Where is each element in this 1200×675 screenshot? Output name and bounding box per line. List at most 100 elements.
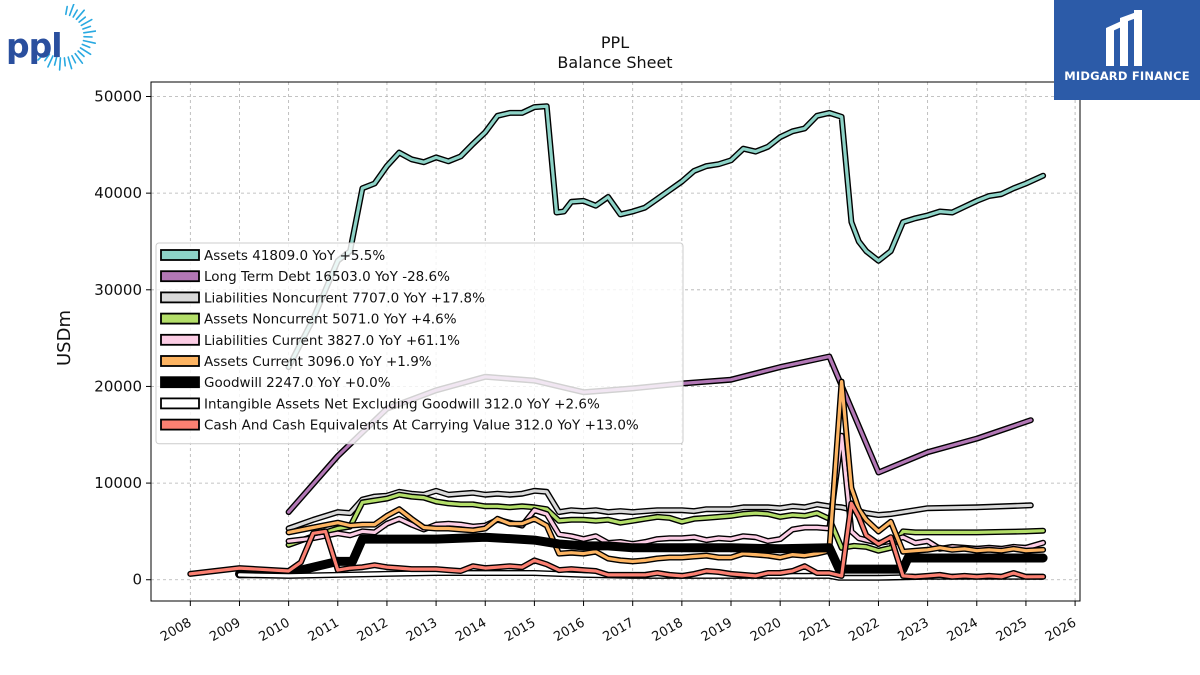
x-tick-label: 2018	[650, 615, 686, 645]
x-axis: 2008 2009 2010 2011 2012 2013 2014 2015 2016 2017…	[158, 601, 1079, 645]
legend-swatch	[160, 397, 200, 410]
midgard-monogram-icon	[1106, 10, 1142, 66]
x-tick-label: 2013	[404, 615, 440, 645]
ppl-ray	[53, 56, 58, 66]
y-tick-label: 20000	[94, 377, 142, 395]
legend-swatch	[160, 355, 200, 367]
legend-box	[155, 242, 684, 445]
legend-item: Liabilities Noncurrent 7707.0 YoY +17.8%	[160, 290, 485, 306]
x-tick-label: 2022	[846, 615, 882, 645]
series-line	[287, 493, 1045, 553]
legend-label: Liabilities Current 3827.0 YoY +61.1%	[204, 333, 460, 349]
plot-frame	[150, 81, 1081, 602]
ppl-ray	[64, 5, 69, 16]
y-tick-label: 50000	[94, 87, 142, 105]
legend-label: Assets 41809.0 YoY +5.5%	[204, 248, 385, 264]
x-tick-label: 2024	[945, 615, 981, 645]
x-tick-label: 2015	[502, 615, 538, 645]
legend-label: Long Term Debt 16503.0 YoY -28.6%	[204, 269, 450, 285]
ppl-ray	[67, 56, 73, 70]
series-line	[287, 434, 1045, 551]
ppl-ray	[78, 16, 87, 23]
legend-swatch	[160, 291, 200, 304]
x-tick-label: 2008	[158, 615, 194, 645]
ppl-ray	[82, 39, 96, 45]
legend-item: Long Term Debt 16503.0 YoY -28.6%	[160, 269, 450, 285]
legend-swatch	[160, 312, 200, 325]
x-tick-label: 2017	[601, 615, 637, 645]
ppl-ray	[80, 18, 93, 27]
ppl-ray	[79, 47, 92, 56]
ppl-logo-text: ppl	[6, 26, 63, 65]
series-line-outline	[235, 532, 1048, 579]
legend-swatch	[160, 333, 200, 346]
legend: Assets 41809.0 YoY +5.5% Long Term Debt 1…	[155, 242, 684, 445]
legend-swatch	[160, 270, 200, 283]
ppl-ray	[72, 9, 78, 18]
x-tick-label: 2025	[994, 615, 1030, 645]
x-tick-label: 2014	[453, 615, 489, 645]
legend-label: Assets Noncurrent 5071.0 YoY +4.6%	[204, 312, 457, 328]
legend-item: Intangible Assets Net Excluding Goodwill…	[160, 396, 600, 412]
series-cash	[187, 500, 1047, 580]
x-tick-label: 2026	[1043, 615, 1079, 645]
legend-item: Goodwill 2247.0 YoY +0.0%	[160, 375, 391, 391]
ppl-ray	[74, 52, 84, 65]
ppl-ray	[63, 57, 67, 67]
series-liabilities_current	[285, 432, 1047, 552]
ppl-logo-rays-icon	[37, 3, 97, 71]
x-tick-label: 2021	[797, 615, 833, 645]
legend-item: Assets Current 3096.0 YoY +1.9%	[160, 354, 432, 370]
legend-label: Goodwill 2247.0 YoY +0.0%	[204, 375, 391, 391]
ppl-ray	[77, 50, 85, 58]
x-tick-label: 2016	[551, 615, 587, 645]
series-assets	[285, 103, 1047, 371]
x-tick-label: 2023	[895, 615, 931, 645]
ppl-ray	[83, 30, 97, 34]
x-tick-label: 2010	[256, 615, 292, 645]
series-assets_current	[285, 378, 1047, 565]
y-tick-label: 30000	[94, 281, 142, 299]
series-line	[287, 104, 1045, 369]
x-tick-label: 2011	[306, 615, 342, 645]
midgard-finance-logo: MIDGARD FINANCE	[1054, 0, 1200, 100]
legend-swatch	[160, 249, 200, 261]
legend-swatch	[160, 376, 200, 389]
ppl-ray	[47, 55, 54, 68]
ppl-ray	[81, 43, 91, 49]
legend-item: Assets 41809.0 YoY +5.5%	[160, 248, 385, 264]
ppl-ray	[82, 25, 92, 30]
ppl-ray	[71, 54, 77, 64]
ppl-ray	[58, 57, 62, 71]
x-tick-label: 2019	[699, 615, 735, 645]
y-tick-label: 40000	[94, 184, 142, 202]
legend-swatch	[160, 418, 200, 431]
legend-item: Assets Noncurrent 5071.0 YoY +4.6%	[160, 312, 457, 328]
legend-item: Liabilities Current 3827.0 YoY +61.1%	[160, 333, 460, 349]
legend-label: Liabilities Noncurrent 7707.0 YoY +17.8%	[204, 290, 485, 306]
y-axis: 0 10000 20000 30000 40000 50000	[94, 87, 151, 589]
x-tick-label: 2020	[748, 615, 784, 645]
series-goodwill	[235, 532, 1048, 579]
midgard-finance-logo-text: MIDGARD FINANCE	[1064, 69, 1190, 83]
ppl-ray	[37, 50, 48, 61]
series-assets_noncurrent	[285, 491, 1047, 554]
x-tick-label: 2012	[355, 615, 391, 645]
legend-label: Cash And Cash Equivalents At Carrying Va…	[204, 418, 639, 434]
ppl-ray	[44, 53, 51, 62]
legend-label: Assets Current 3096.0 YoY +1.9%	[204, 354, 432, 370]
ppl-logo: ppl	[4, 3, 97, 76]
legend-label: Intangible Assets Net Excluding Goodwill…	[204, 396, 600, 412]
x-tick-label: 2009	[207, 615, 243, 645]
chart-title: PPL	[601, 33, 629, 52]
y-axis-label: USDm	[54, 310, 75, 366]
legend-item: Cash And Cash Equivalents At Carrying Va…	[160, 418, 639, 434]
ppl-ray	[75, 9, 85, 21]
y-tick-label: 10000	[94, 474, 142, 492]
ppl-ray	[68, 3, 75, 17]
y-tick-label: 0	[132, 571, 142, 589]
series-line	[287, 380, 1045, 563]
series-line	[188, 501, 1045, 579]
chart-subtitle: Balance Sheet	[557, 53, 672, 72]
